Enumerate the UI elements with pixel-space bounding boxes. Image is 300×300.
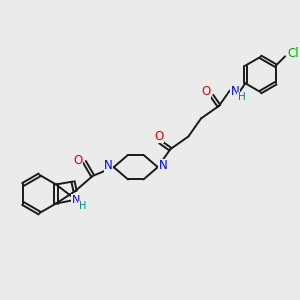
Text: H: H: [79, 201, 86, 211]
Text: N: N: [104, 160, 113, 172]
Text: O: O: [154, 130, 164, 143]
Text: N: N: [231, 85, 239, 98]
Text: N: N: [72, 195, 80, 205]
Text: Cl: Cl: [287, 47, 299, 61]
Text: O: O: [201, 85, 211, 98]
Text: H: H: [238, 92, 245, 102]
Text: N: N: [159, 160, 167, 172]
Text: O: O: [74, 154, 82, 167]
